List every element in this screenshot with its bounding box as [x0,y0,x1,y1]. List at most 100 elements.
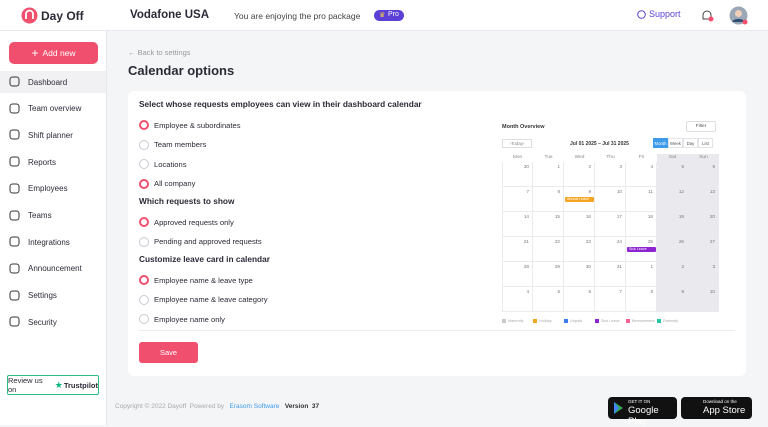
radio[interactable] [139,236,149,247]
leave-event: Annual Leave [565,197,594,202]
day-cell: 27 [688,237,719,262]
view-button[interactable]: Month [653,138,668,148]
day-cell: 13 [688,187,719,212]
nav-item[interactable]: Settings [0,285,106,307]
nav-label: Shift planner [28,130,73,140]
legend-item: Sick Leave [595,319,620,323]
nav-item[interactable]: Integrations [0,231,106,253]
day-cell: 4 [626,162,657,187]
option-label: Employee name only [154,314,225,324]
radio-option[interactable]: Employee name & leave category [139,294,268,306]
radio[interactable] [139,294,149,305]
view-button[interactable]: Day [683,138,698,148]
legend-item: Bereavement [626,319,655,323]
nav-item[interactable]: Shift planner [0,124,106,146]
nav-item[interactable]: Dashboard [0,71,106,93]
weekday: Mon [512,155,523,160]
nav-icon [9,103,20,114]
radio-option[interactable]: Team members [139,139,206,151]
day-cell: 7 [502,187,533,212]
apple-text: App Store [703,405,746,416]
radio-option[interactable]: Employee & subordinates [139,119,241,131]
weekday: Wed [574,155,585,160]
filter-button[interactable]: Filter [686,121,716,132]
view-button[interactable]: Week [668,138,683,148]
nav-item[interactable]: Teams [0,205,106,227]
nav-item[interactable]: Reports [0,151,106,173]
option-label: Employee & subordinates [154,120,241,130]
legend-swatch [502,319,506,323]
day-cell: 1 [626,262,657,287]
nav-item[interactable]: Employees [0,178,106,200]
sidebar: + Add new Dashboard Team overview Shift pla… [0,31,107,425]
legend-swatch [533,319,537,323]
help-icon [637,9,646,19]
weekday: Thu [606,155,615,160]
version-number: 37 [311,403,320,410]
back-link[interactable]: ← Back to settings [128,48,191,57]
radio-option[interactable]: Locations [139,158,187,170]
copyright: Copyright © 2022 Dayoff [115,403,187,410]
day-cell: 2 [657,262,688,287]
nav-item[interactable]: Announcement [0,258,106,280]
google-play-badge[interactable]: GET IT ON Google Play [608,397,677,427]
nav-icon [9,210,20,220]
nav-label: Dashboard [28,77,68,87]
radio-option[interactable]: Employee name & leave type [139,274,253,286]
radio[interactable] [139,275,149,285]
legend-label: Sick Leave [601,319,620,323]
legend-item: Paternity [657,319,678,323]
nav-item[interactable]: Security [0,311,106,333]
radio-option[interactable]: Approved requests only [139,216,234,228]
nav-label: Teams [28,211,52,220]
crown: ♛ [379,12,386,19]
legend-label: Unpaid [570,319,583,323]
avatar[interactable] [729,6,748,25]
pro-badge: ♛ Pro [374,10,404,21]
grid-bg [657,154,719,312]
radio[interactable] [139,139,149,150]
radio-option[interactable]: Employee name only [139,313,225,325]
software-link[interactable]: Erasom Software [229,403,280,410]
bell-icon[interactable] [700,8,714,23]
day-cell: 16 [564,212,595,237]
prev: ‹ [509,141,511,146]
app-store-badge[interactable]: Download on the App Store [681,397,752,419]
radio[interactable] [139,120,149,130]
option-label: Team members [154,140,207,149]
radio-option[interactable]: All company [139,178,195,190]
legend-label: Maternity [508,319,524,323]
radio[interactable] [139,178,149,189]
today-button[interactable]: ‹ Today › [502,139,532,148]
google-text: Google Play [628,405,659,427]
today-text: Today [510,141,523,146]
day-cell: 23 [564,237,595,262]
save-button[interactable]: Save [139,342,198,363]
day-cell: 24 [595,237,626,262]
day-cell: 22 [533,237,564,262]
support-text: Support [649,9,681,19]
radio[interactable] [139,314,149,324]
header: Day Off Vodafone USA You are enjoying th… [0,0,768,31]
add-new-button[interactable]: + Add new [9,42,98,64]
legend-item: Maternity [502,319,524,323]
calendar-preview: Month Overview Filter ‹ Today › Jul 01 2… [500,121,728,327]
view-button[interactable]: List [698,138,713,148]
support-link[interactable]: Support [637,9,681,19]
trustpilot-review[interactable]: Review us on ★ Trustpilot [7,375,99,395]
nav-label: Integrations [28,237,70,247]
radio[interactable] [139,159,149,169]
day-cell: 25 [626,237,657,262]
day-cell: 6 [688,162,719,187]
option-label: Employee name & leave category [154,295,268,304]
radio[interactable] [139,217,149,227]
nav-icon [9,156,20,167]
radio-option[interactable]: Pending and approved requests [139,236,262,248]
add-new-text: Add new [42,48,76,58]
legend-item: Unpaid [564,319,582,323]
day-cell: 10 [595,187,626,212]
legend-label: Bereavement [632,319,655,323]
review-text: Review us on [8,376,43,394]
nav-item[interactable]: Team overview [0,98,106,120]
